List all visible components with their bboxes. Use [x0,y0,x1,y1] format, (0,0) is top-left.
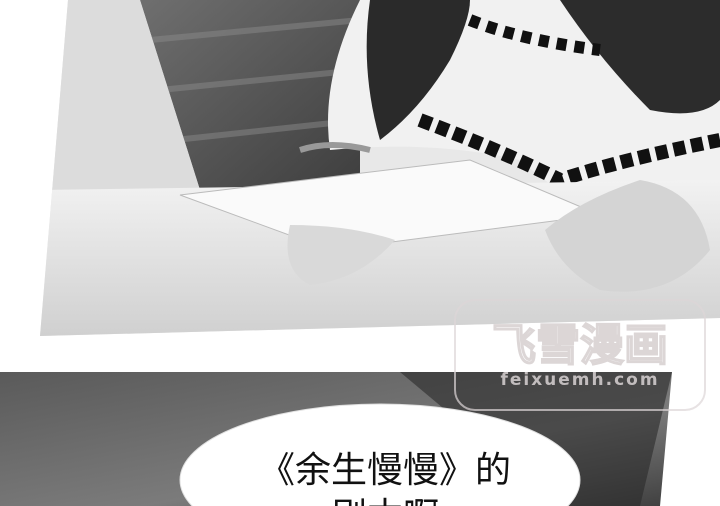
bubble-shape [179,403,581,506]
watermark-url: feixuemh.com [500,370,659,390]
watermark: 飞雪漫画 feixuemh.com [454,299,706,411]
top-panel [40,0,720,336]
bubble-line: 《余生慢慢》的 [259,450,511,491]
bubble-line: 剧本啊 [331,496,439,506]
watermark-title: 飞雪漫画 [492,320,668,371]
speech-bubble: 《余生慢慢》的 剧本啊 [179,403,581,506]
